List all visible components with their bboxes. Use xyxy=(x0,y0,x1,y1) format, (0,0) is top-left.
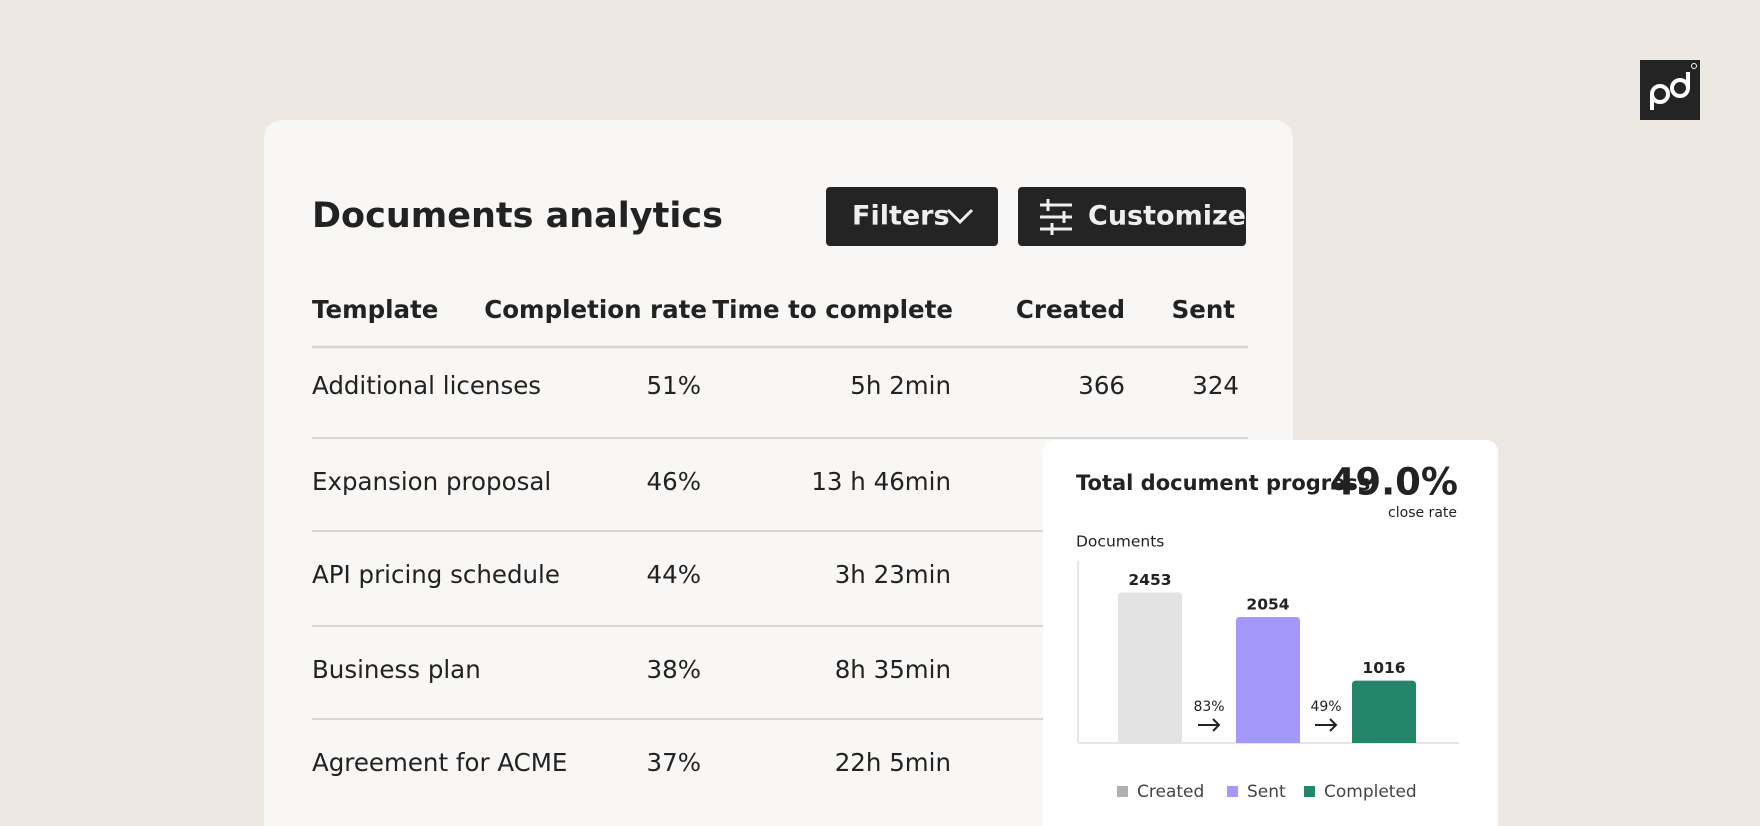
table: Template Completion rate Time to complete C… xyxy=(312,295,1248,777)
bar xyxy=(1118,592,1182,743)
close-rate: 49.0% xyxy=(1330,461,1458,504)
bar xyxy=(1236,617,1300,743)
table-cell: Business plan xyxy=(312,655,481,684)
button-label: Customize xyxy=(1088,201,1246,232)
column-header: Time to complete xyxy=(712,295,953,324)
legend-label: Sent xyxy=(1247,782,1286,802)
column-header: Completion rate xyxy=(484,295,707,324)
chart: 2453 2054 1016 83% 49% Created Sent Completed xyxy=(1117,571,1417,802)
bar xyxy=(1352,680,1416,743)
card-title: Documents analytics xyxy=(312,196,723,236)
table-cell: 366 xyxy=(1078,371,1125,400)
table-cell: 44% xyxy=(647,560,701,589)
table-cell: 8h 35min xyxy=(835,655,951,684)
logo xyxy=(1640,60,1700,120)
table-cell: 324 xyxy=(1192,371,1239,400)
column-header: Template xyxy=(312,295,438,324)
conversion-label: 83% xyxy=(1193,699,1224,715)
progress-title: Total document progress xyxy=(1076,471,1370,495)
column-header: Sent xyxy=(1172,295,1236,324)
legend-marker xyxy=(1227,786,1238,797)
value-label: 2453 xyxy=(1128,571,1171,589)
table-cell: Additional licenses xyxy=(312,371,541,400)
customize-button[interactable]: Customize xyxy=(1018,187,1246,246)
legend-marker xyxy=(1304,786,1315,797)
button-label: Filters xyxy=(852,201,950,232)
legend-label: Created xyxy=(1137,782,1204,802)
table-cell: 46% xyxy=(647,467,701,496)
table-cell: 3h 23min xyxy=(835,560,951,589)
column-header: Created xyxy=(1016,295,1125,324)
table-cell: API pricing schedule xyxy=(312,560,560,589)
value-label: 1016 xyxy=(1362,659,1405,677)
legend-label: Completed xyxy=(1324,782,1417,802)
close-rate-caption: close rate xyxy=(1388,505,1457,521)
table-cell: 13 h 46min xyxy=(811,467,951,496)
table-cell: Agreement for ACME xyxy=(312,748,567,777)
table-cell: 22h 5min xyxy=(835,748,951,777)
conversion-label: 49% xyxy=(1310,699,1341,715)
table-cell: 5h 2min xyxy=(850,371,951,400)
legend-marker xyxy=(1117,786,1128,797)
conversion-arrow xyxy=(1315,718,1338,732)
table-cell: 37% xyxy=(647,748,701,777)
table-cell: Expansion proposal xyxy=(312,467,551,496)
y-axis-label: Documents xyxy=(1076,533,1164,551)
analytics-card xyxy=(264,120,1293,826)
value-label: 2054 xyxy=(1246,596,1289,614)
table-cell: 51% xyxy=(647,371,701,400)
conversion-arrow xyxy=(1198,718,1221,732)
table-cell: 38% xyxy=(647,655,701,684)
filters-button[interactable]: Filters xyxy=(826,187,998,246)
